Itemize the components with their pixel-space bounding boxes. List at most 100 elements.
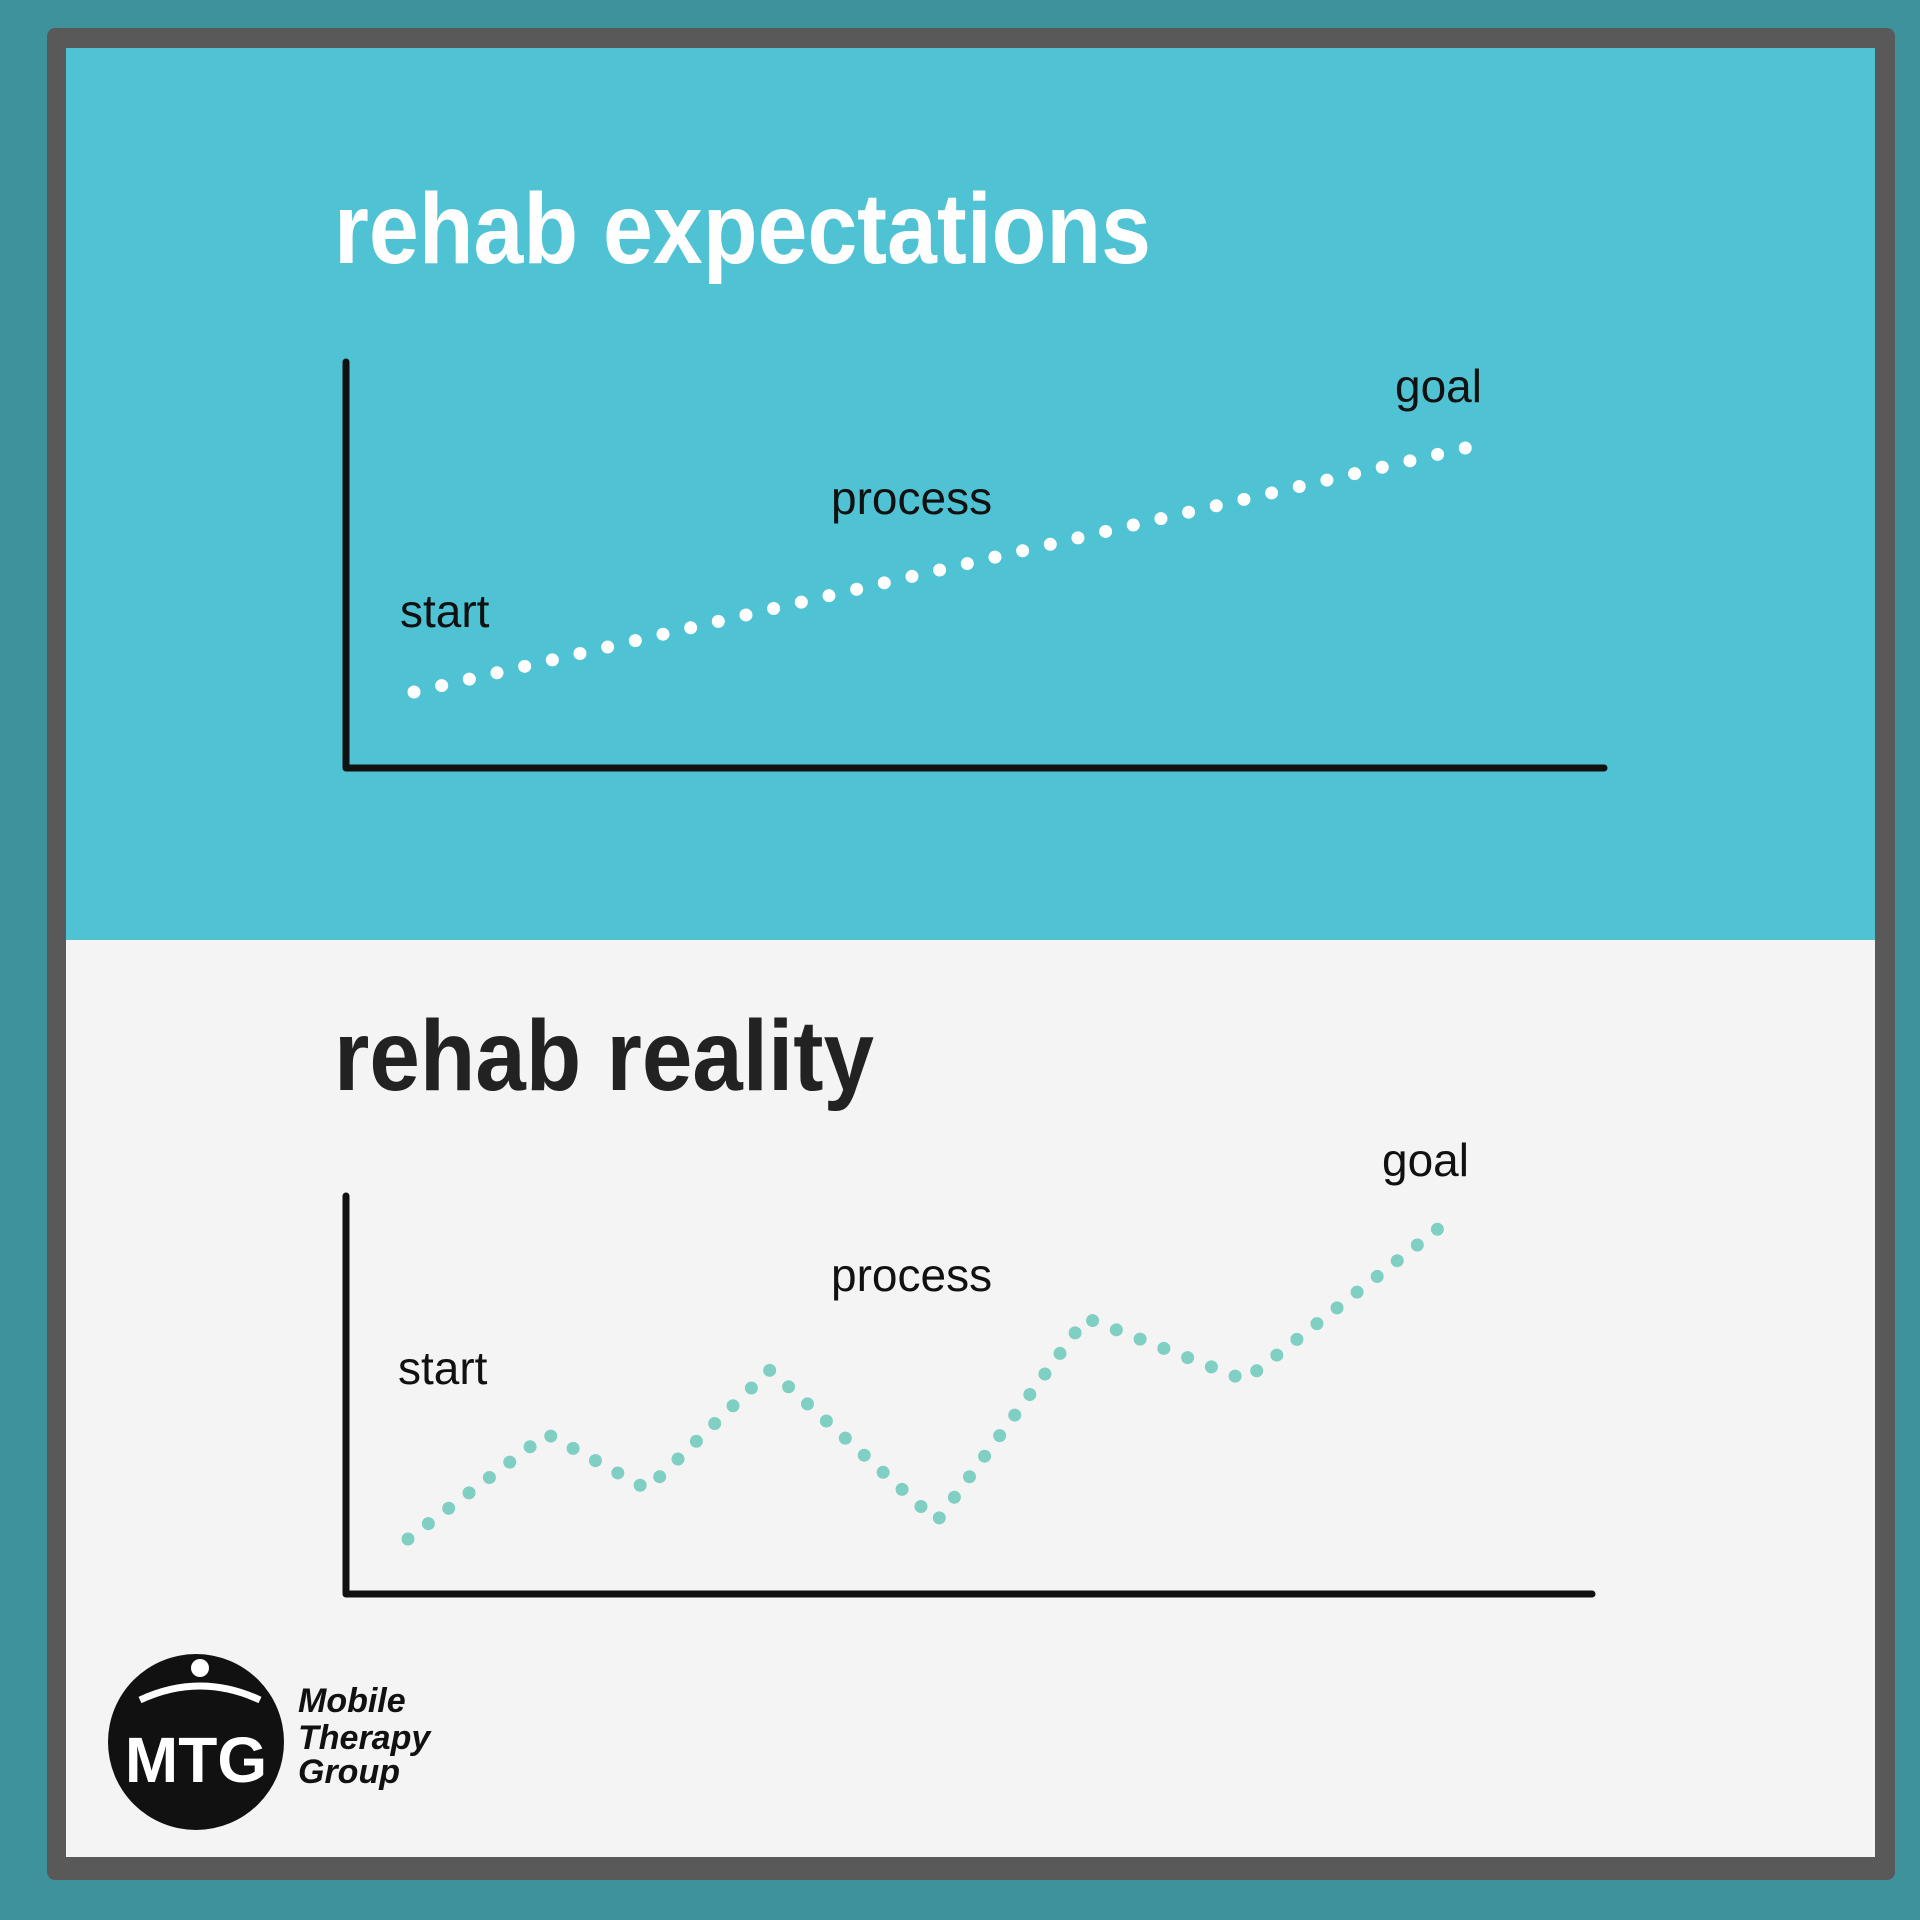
dot (503, 1455, 517, 1469)
dot (1330, 1301, 1344, 1315)
dot (462, 1486, 476, 1500)
dot (1250, 1364, 1264, 1378)
dot (1109, 1323, 1123, 1337)
reality-dots (401, 1222, 1444, 1546)
dot (1157, 1341, 1171, 1355)
dot (1038, 1367, 1052, 1381)
dot (573, 646, 587, 660)
dot (1099, 524, 1113, 538)
dot (876, 1465, 890, 1479)
start-label: start (398, 1342, 488, 1394)
dot (1403, 454, 1417, 468)
dot (800, 1397, 814, 1411)
dot (1410, 1238, 1424, 1252)
dot (819, 1414, 833, 1428)
dot (1375, 460, 1389, 474)
expectations-panel (66, 48, 1875, 940)
dot (401, 1532, 415, 1546)
dot (588, 1454, 602, 1468)
dot (739, 608, 753, 622)
dot (857, 1448, 871, 1462)
dot (1310, 1317, 1324, 1331)
dot (794, 595, 808, 609)
dot (1292, 480, 1306, 494)
dot (653, 1470, 667, 1484)
goal-label: goal (1395, 360, 1482, 412)
dot (822, 589, 836, 603)
dot (611, 1466, 625, 1480)
dot (656, 627, 670, 641)
dot (895, 1482, 909, 1496)
dot (767, 602, 781, 616)
dot (490, 666, 504, 680)
logo: MTG Mobile Therapy Group (108, 1654, 432, 1830)
logo-head (191, 1659, 209, 1677)
dot (671, 1452, 685, 1466)
dot (708, 1417, 722, 1431)
dot (978, 1449, 992, 1463)
dot (1016, 544, 1030, 558)
dot (545, 653, 559, 667)
dot (947, 1490, 961, 1504)
dot (1370, 1269, 1384, 1283)
dot (933, 563, 947, 577)
dot (1043, 537, 1057, 551)
dot (1181, 1351, 1195, 1365)
dot (960, 557, 974, 571)
dot (1204, 1360, 1218, 1374)
reality-axes (342, 1192, 1596, 1598)
dot (421, 1517, 435, 1531)
dot (726, 1399, 740, 1413)
logo-mark: MTG (125, 1724, 267, 1796)
expectations-axes (342, 358, 1608, 772)
dot (633, 1478, 647, 1492)
dot (1133, 1332, 1147, 1346)
dot (763, 1363, 777, 1377)
dot (877, 576, 891, 590)
dot (993, 1429, 1007, 1443)
logo-name: Therapy (298, 1719, 432, 1757)
dot (1126, 518, 1140, 532)
dot (407, 685, 421, 699)
dot (1182, 505, 1196, 519)
dot (1237, 492, 1251, 506)
dot (905, 569, 919, 583)
dot (689, 1434, 703, 1448)
dot (482, 1471, 496, 1485)
dot (711, 614, 725, 628)
dot (1320, 473, 1334, 487)
dot (544, 1429, 558, 1443)
dot (601, 640, 615, 654)
dot (566, 1441, 580, 1455)
dot (1053, 1346, 1067, 1360)
process-label: process (831, 1249, 992, 1301)
dot (1086, 1314, 1100, 1328)
start-label: start (400, 585, 490, 637)
dot (628, 634, 642, 648)
logo-name: Group (298, 1753, 400, 1791)
dot (1270, 1348, 1284, 1362)
dot (1265, 486, 1279, 500)
dot (442, 1501, 456, 1515)
dot (914, 1500, 928, 1514)
dot (988, 550, 1002, 564)
dot (1154, 512, 1168, 526)
logo-arms (138, 1682, 262, 1704)
logo-name: Mobile (298, 1682, 406, 1720)
dot (1209, 499, 1223, 513)
dot (1390, 1254, 1404, 1268)
dot (523, 1440, 537, 1454)
dot (1458, 441, 1472, 455)
dot (744, 1381, 758, 1395)
reality-panel (66, 940, 1875, 1857)
dot (932, 1511, 946, 1525)
dot (962, 1470, 976, 1484)
process-label: process (831, 472, 992, 524)
dot (518, 659, 532, 673)
dot (1431, 447, 1445, 461)
dot (1348, 467, 1362, 481)
expectations-dots (407, 441, 1472, 699)
dot (1430, 1222, 1444, 1236)
